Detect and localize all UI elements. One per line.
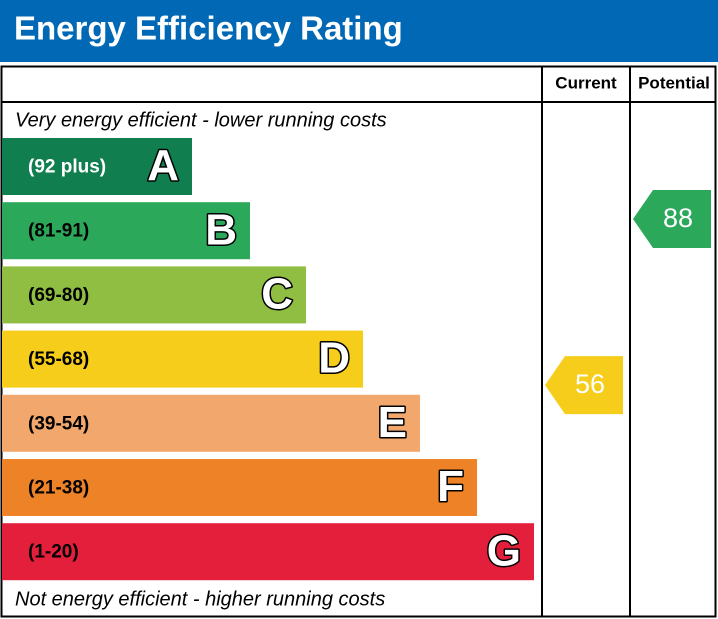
bottom-note: Not energy efficient - higher running co… — [15, 588, 385, 610]
band-letter: C — [261, 270, 293, 319]
band-letter: D — [318, 334, 350, 383]
band-letter: F — [437, 462, 464, 511]
band-letter: G — [487, 526, 521, 575]
band-bar — [2, 523, 534, 581]
rating-arrow — [633, 190, 711, 248]
band-range: (69-80) — [28, 285, 89, 306]
band-bar — [2, 330, 363, 388]
header-bar — [0, 0, 718, 62]
band-bar — [2, 459, 477, 516]
title: Energy Efficiency Rating — [14, 10, 403, 47]
band-bar — [2, 138, 192, 195]
band-bar — [2, 266, 306, 324]
band-bar — [2, 394, 420, 452]
current-header: Current — [555, 73, 617, 92]
band-range: (1-20) — [28, 542, 79, 563]
band-range: (39-54) — [28, 413, 89, 434]
band-range: (55-68) — [28, 349, 89, 370]
band-letter: E — [378, 398, 407, 447]
band-bar — [2, 202, 250, 260]
top-note: Very energy efficient - lower running co… — [15, 109, 387, 131]
rating-value: 88 — [663, 203, 693, 233]
rating-value: 56 — [575, 369, 605, 399]
band-letter: B — [205, 205, 237, 254]
band-range: (21-38) — [28, 478, 89, 499]
rating-arrow — [545, 356, 623, 415]
band-letter: A — [147, 141, 179, 190]
table-border — [0, 65, 717, 618]
band-range: (92 plus) — [28, 157, 106, 178]
band-range: (81-91) — [28, 221, 89, 242]
potential-header: Potential — [638, 73, 710, 92]
